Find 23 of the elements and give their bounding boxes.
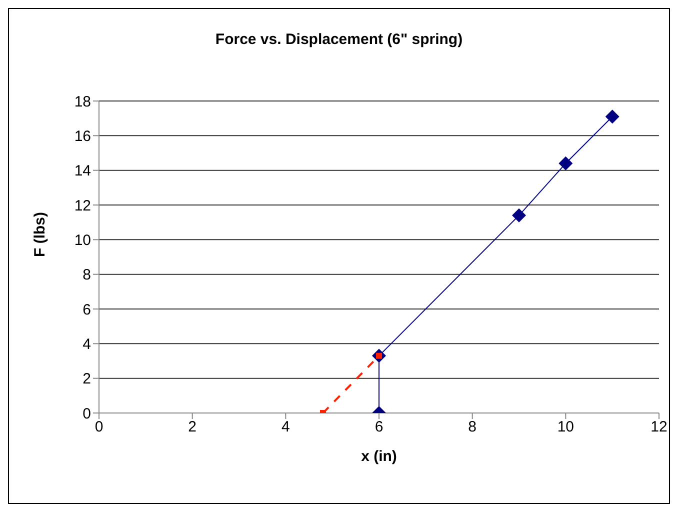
y-tick-label: 8 xyxy=(82,266,91,284)
chart-title: Force vs. Displacement (6" spring) xyxy=(214,31,464,48)
y-tick-label: 0 xyxy=(82,405,91,422)
y-tick-label: 2 xyxy=(82,370,91,388)
x-tick-label: 8 xyxy=(468,418,477,436)
y-tick-label: 6 xyxy=(82,301,91,318)
x-tick-label: 10 xyxy=(557,418,574,436)
x-tick-label: 0 xyxy=(94,418,104,436)
x-tick-label: 6 xyxy=(374,418,384,436)
y-tick-label: 4 xyxy=(82,336,91,353)
y-tick-label: 12 xyxy=(74,197,91,214)
point xyxy=(512,208,526,222)
y-tick-label: 10 xyxy=(74,232,91,249)
y-tick-label: 14 xyxy=(74,162,91,180)
y-tick-label: 18 xyxy=(74,93,91,110)
x-tick-label: 4 xyxy=(281,418,290,436)
y-axis-title: F (lbs) xyxy=(31,212,48,257)
point xyxy=(558,156,573,170)
y-tick-label: 16 xyxy=(74,128,91,145)
x-tick-label: 12 xyxy=(650,418,668,436)
point xyxy=(605,110,620,124)
x-tick-label: 2 xyxy=(188,418,197,436)
x-axis-title: x (in) xyxy=(361,448,397,465)
